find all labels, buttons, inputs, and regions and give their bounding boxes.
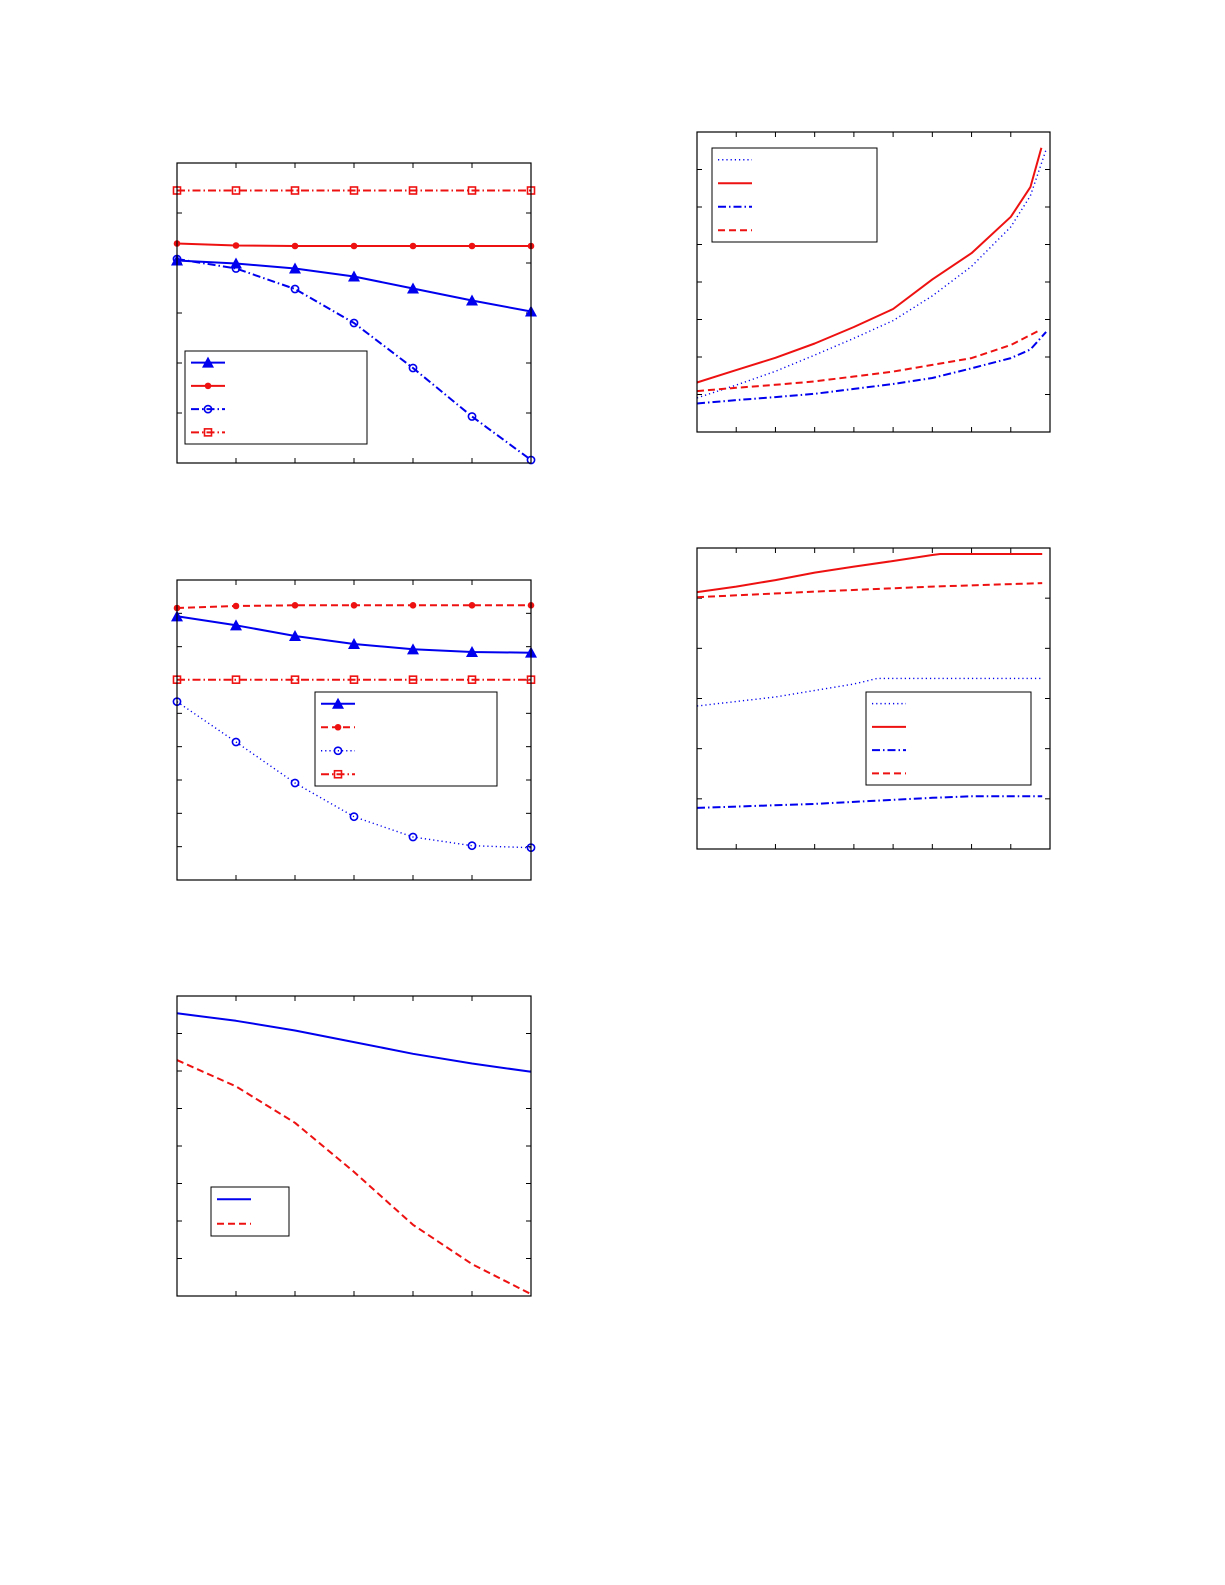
legend [865, 691, 1032, 786]
data-point-dot-marker [409, 242, 417, 250]
data-point-square-marker [231, 675, 241, 684]
series-line [696, 795, 1043, 809]
data-point-triangle-marker [407, 643, 419, 655]
series-1 [171, 610, 537, 658]
series-3 [696, 795, 1043, 809]
series-2 [173, 240, 535, 250]
legend-triangle-marker [202, 356, 214, 368]
axes-frame [176, 162, 532, 464]
data-point-circle-marker [408, 363, 418, 373]
data-point-square-marker [231, 186, 241, 195]
data-point-square-marker [290, 186, 300, 195]
data-point-square-marker [408, 675, 418, 684]
data-point-circle-marker [231, 737, 241, 747]
series-line [176, 258, 532, 461]
data-point-dot-marker [409, 602, 417, 609]
axes-frame [176, 579, 532, 881]
legend-box [184, 350, 368, 445]
series-2 [173, 602, 535, 612]
series-2 [696, 553, 1043, 594]
data-point-triangle-marker [466, 646, 478, 657]
data-point-triangle-marker [348, 270, 360, 282]
legend-circle-marker [203, 404, 213, 414]
legend-circle-marker [333, 746, 343, 756]
data-point-circle-marker [467, 412, 477, 421]
chart-4 [696, 547, 1051, 850]
legend-triangle-marker [332, 697, 344, 709]
series-2 [176, 1059, 532, 1295]
legend-dot-marker [204, 382, 212, 390]
data-point-square-marker [349, 186, 359, 195]
series-line [696, 582, 1043, 599]
series-4 [172, 675, 536, 684]
series-1 [176, 1012, 532, 1073]
legend [184, 350, 368, 445]
axes-frame [696, 131, 1051, 433]
legend-box [314, 691, 498, 787]
series-line [696, 553, 1043, 594]
data-point-circle-marker [231, 264, 241, 273]
data-point-dot-marker [291, 602, 299, 609]
data-point-circle-marker [290, 284, 300, 294]
data-point-square-marker [290, 675, 300, 684]
data-point-square-marker [467, 186, 477, 195]
data-point-circle-marker [408, 832, 418, 842]
series-4 [696, 329, 1040, 393]
legend [210, 1186, 290, 1237]
series-1 [696, 149, 1047, 399]
legend-dot-marker [334, 723, 342, 731]
data-point-triangle-marker [407, 282, 419, 294]
legend-square-marker [333, 769, 343, 779]
data-point-triangle-marker [348, 638, 360, 649]
axes-frame [696, 547, 1051, 850]
data-point-square-marker [467, 675, 477, 684]
legend [314, 691, 498, 787]
legend-box [865, 691, 1032, 786]
data-point-circle-marker [349, 318, 359, 328]
chart-1 [171, 162, 537, 465]
data-point-dot-marker [350, 242, 358, 250]
series-line [696, 331, 1047, 405]
axes-frame [176, 995, 532, 1297]
data-point-dot-marker [232, 602, 240, 610]
data-point-triangle-marker [230, 619, 242, 631]
data-point-triangle-marker [289, 262, 301, 274]
series-4 [696, 582, 1043, 599]
data-point-triangle-marker [289, 630, 301, 641]
legend-box [711, 147, 878, 243]
series-2 [696, 147, 1043, 384]
data-point-square-marker [408, 186, 418, 195]
series-line [696, 329, 1040, 393]
series-line [696, 149, 1047, 399]
data-point-circle-marker [290, 778, 300, 788]
data-point-dot-marker [468, 242, 476, 250]
series-line [176, 1012, 532, 1073]
series-1 [171, 254, 537, 317]
series-3 [696, 331, 1047, 405]
legend [711, 147, 878, 243]
data-point-dot-marker [350, 602, 358, 609]
legend-square-marker [203, 428, 213, 437]
chart-2 [696, 131, 1051, 433]
chart-3 [171, 579, 537, 881]
legend-box [210, 1186, 290, 1237]
series-line [176, 701, 532, 849]
data-point-dot-marker [291, 242, 299, 250]
data-point-dot-marker [232, 242, 240, 249]
data-point-dot-marker [468, 602, 476, 609]
data-point-circle-marker [467, 841, 477, 851]
chart-5 [176, 995, 532, 1297]
data-point-circle-marker [349, 812, 359, 822]
series-4 [172, 186, 536, 195]
data-point-triangle-marker [466, 294, 478, 306]
data-point-square-marker [349, 675, 359, 684]
series-line [176, 1059, 532, 1295]
series-line [696, 147, 1043, 384]
